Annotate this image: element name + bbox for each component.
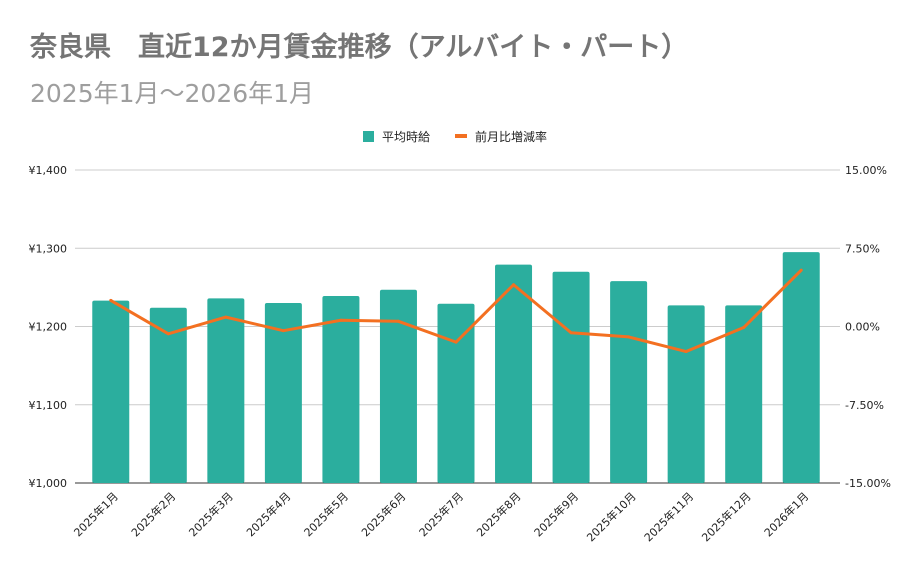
left-tick-label: ¥1,200 [29, 321, 68, 334]
right-tick-label: 15.00% [845, 164, 887, 177]
x-tick-label: 2026年1月 [761, 489, 811, 539]
legend: 平均時給 前月比増減率 [363, 129, 547, 144]
line-point [109, 298, 113, 302]
x-tick-label: 2025年6月 [358, 489, 408, 539]
chart-subtitle: 2025年1月～2026年1月 [30, 79, 314, 108]
line-point [454, 340, 458, 344]
bar [264, 303, 302, 483]
left-tick-label: ¥1,300 [29, 242, 68, 255]
bar [92, 300, 130, 483]
x-tick-label: 2025年11月 [641, 489, 696, 544]
line-point [224, 315, 228, 319]
right-tick-label: -7.50% [845, 399, 884, 412]
bar [667, 305, 705, 483]
x-tick-label: 2025年1月 [71, 489, 121, 539]
legend-swatch-line [455, 134, 467, 138]
x-tick-label: 2025年12月 [699, 489, 754, 544]
x-tick-label: 2025年3月 [186, 489, 236, 539]
line-point [627, 335, 631, 339]
left-tick-label: ¥1,100 [29, 399, 68, 412]
bar [149, 307, 187, 483]
legend-swatch-bar [363, 131, 374, 142]
x-tick-label: 2025年4月 [243, 489, 293, 539]
line-point [339, 318, 343, 322]
bar [552, 271, 590, 483]
line-point [166, 332, 170, 336]
x-tick-label: 2025年8月 [473, 489, 523, 539]
line-point [512, 283, 516, 287]
line-point [684, 350, 688, 354]
x-tick-label: 2025年2月 [128, 489, 178, 539]
bar [782, 252, 820, 483]
x-tick-label: 2025年10月 [584, 489, 639, 544]
bar [437, 303, 475, 483]
right-tick-label: -15.00% [845, 477, 891, 490]
bar [610, 281, 648, 483]
bar [725, 305, 763, 483]
legend-label-bar: 平均時給 [382, 130, 430, 144]
bar [379, 289, 417, 483]
line-point [799, 268, 803, 272]
x-tick-label: 2025年9月 [531, 489, 581, 539]
chart-title: 奈良県 直近12か月賃金推移（アルバイト・パート） [29, 31, 688, 63]
line-point [281, 329, 285, 333]
line-point [569, 331, 573, 335]
bar [495, 264, 533, 483]
left-tick-label: ¥1,400 [29, 164, 68, 177]
x-tick-label: 2025年5月 [301, 489, 351, 539]
bar [207, 298, 245, 483]
line-point [396, 319, 400, 323]
legend-label-line: 前月比増減率 [475, 129, 547, 144]
right-tick-label: 0.00% [845, 321, 880, 334]
right-tick-label: 7.50% [845, 242, 880, 255]
bar [322, 295, 360, 483]
x-tick-label: 2025年7月 [416, 489, 466, 539]
line-point [742, 326, 746, 330]
left-tick-label: ¥1,000 [29, 477, 68, 490]
